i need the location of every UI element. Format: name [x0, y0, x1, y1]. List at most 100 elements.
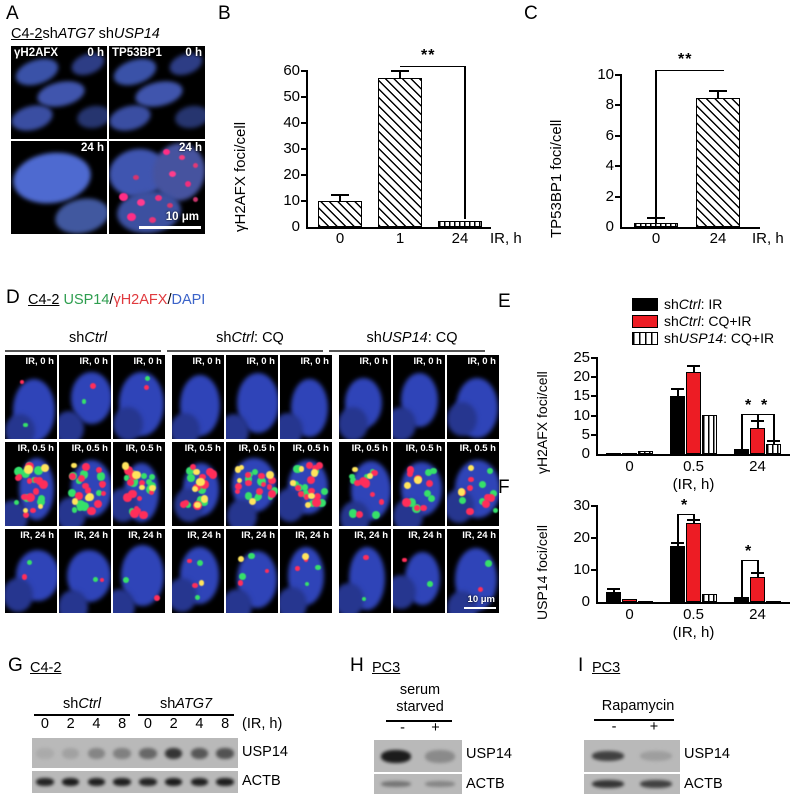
- panel-g-blot-label-usp14: USP14: [242, 744, 288, 760]
- panel-h-blot-label-actb: ACTB: [466, 776, 505, 792]
- panel-c-letter: C: [524, 3, 538, 24]
- panel-h-blot-actb: [374, 774, 462, 794]
- bar-e-0-0: [606, 453, 621, 455]
- panel-d-image-r1-c8: IR, 0.5 h: [447, 442, 499, 526]
- panel-b-letter: B: [218, 3, 231, 24]
- panel-d-row-label: IR, 0.5 h: [238, 443, 275, 454]
- panel-d-row-label: IR, 24 h: [408, 530, 442, 541]
- y-tick: 2: [605, 188, 614, 205]
- panel-d-letter: D: [6, 287, 20, 308]
- bar-f-1-0: [670, 546, 685, 602]
- bar-b-2: [438, 221, 482, 227]
- bar-b-1: [378, 78, 422, 227]
- panel-d-row-label: IR, 0 h: [467, 356, 496, 367]
- bar-c-1: [696, 98, 740, 227]
- legend-label: shUSP14: CQ+IR: [664, 330, 775, 346]
- x-tick: 0: [335, 230, 345, 247]
- y-tick: 10: [573, 407, 590, 424]
- panel-d-row-label: IR, 24 h: [128, 530, 162, 541]
- bar-e-2-1: [750, 428, 765, 454]
- panel-i-blot-actb: [584, 774, 680, 794]
- panel-d-row-label: IR, 24 h: [187, 530, 221, 541]
- y-tick: 6: [605, 127, 614, 144]
- panel-g-blot-label-actb: ACTB: [242, 773, 281, 789]
- panel-h-blot-label-usp14: USP14: [466, 746, 512, 762]
- bar-f-2-1: [750, 577, 765, 602]
- panel-g-group-label-1: shATG7: [159, 696, 213, 712]
- panel-f-letter: F: [498, 477, 510, 498]
- panel-f-chart: USP14 foci/cell 30 20 10 0 * * 0 0.5 24 …: [498, 497, 800, 641]
- panel-d-image-r1-c3: IR, 0.5 h: [172, 442, 224, 526]
- x-axis: [596, 454, 790, 456]
- blot-band: [61, 778, 80, 786]
- panel-d-row-label: IR, 24 h: [354, 530, 388, 541]
- y-tick: 60: [283, 62, 300, 79]
- blot-band: [639, 780, 673, 788]
- panel-d-row-label: IR, 0 h: [25, 356, 54, 367]
- panel-d-row-label: IR, 24 h: [241, 530, 275, 541]
- panel-e-legend: shCtrl: IR shCtrl: CQ+IR shUSP14: CQ+IR: [632, 296, 774, 347]
- panel-f-significance-0: *: [681, 497, 689, 514]
- panel-d-image-r2-c2: IR, 24 h: [113, 529, 165, 613]
- panel-d-row-label: IR, 0.5 h: [17, 443, 54, 454]
- y-tick: 30: [283, 140, 300, 157]
- y-tick: 4: [605, 157, 614, 174]
- legend-label: shCtrl: CQ+IR: [664, 313, 752, 329]
- legend-swatch-black: [632, 297, 658, 311]
- blot-band: [61, 747, 80, 759]
- bar-b-0: [318, 201, 362, 227]
- panel-g-letter: G: [8, 655, 23, 676]
- panel-d-group-label-0: shCtrl: [69, 330, 107, 346]
- x-axis: [306, 227, 491, 229]
- panel-d-image-r1-c6: IR, 0.5 h: [339, 442, 391, 526]
- panel-d-row-label: IR, 0.5 h: [184, 443, 221, 454]
- panel-i-condition: Rapamycin: [601, 698, 675, 714]
- x-tick: 24: [749, 458, 766, 475]
- panel-b-chart: γH2AFX foci/cell 60 50 40 30 20 10 0 0 1…: [218, 47, 522, 260]
- y-axis: [596, 505, 598, 602]
- lane-label: 8: [221, 716, 230, 732]
- x-tick: 0.5: [683, 458, 704, 475]
- panel-d-row-label: IR, 24 h: [20, 530, 54, 541]
- y-tick: 0: [605, 218, 614, 235]
- panel-d-row-label: IR, 24 h: [295, 530, 329, 541]
- panel-g-cellline: C4-2: [30, 660, 62, 676]
- blot-band: [164, 778, 183, 786]
- lane-label: 2: [66, 716, 75, 732]
- panel-a-image-2: 24 h: [11, 141, 107, 234]
- y-tick: 10: [573, 561, 590, 578]
- bar-f-1-1: [686, 523, 701, 602]
- panel-h-blot-usp14: [374, 740, 462, 772]
- panel-a-image-1: TP53BP1 0 h: [109, 46, 205, 139]
- image-time-label: 24 h: [178, 142, 202, 154]
- panel-e-significance-0: *: [745, 397, 753, 414]
- panel-c-xlabel: IR, h: [752, 230, 784, 247]
- panel-d-image-r0-c3: IR, 0 h: [172, 355, 224, 439]
- panel-b-ylabel: γH2AFX foci/cell: [232, 121, 249, 232]
- panel-d-row-label: IR, 0 h: [300, 356, 329, 367]
- bar-e-0-2: [638, 451, 653, 454]
- panel-d-row-label: IR, 0 h: [79, 356, 108, 367]
- panel-a-image-3: 24 h 10 μm: [109, 141, 205, 234]
- panel-d-image-r0-c4: IR, 0 h: [226, 355, 278, 439]
- panel-d-image-r2-c7: IR, 24 h: [393, 529, 445, 613]
- blot-band: [87, 747, 106, 759]
- blot-band: [381, 749, 411, 763]
- panel-d-image-r0-c7: IR, 0 h: [393, 355, 445, 439]
- legend-swatch-hatched: [632, 331, 658, 345]
- panel-i-blot-label-actb: ACTB: [684, 776, 723, 792]
- blot-band: [190, 778, 209, 786]
- y-tick: 0: [581, 593, 590, 610]
- x-axis: [596, 602, 790, 604]
- y-tick: 5: [581, 426, 590, 443]
- panel-a-letter: A: [6, 3, 19, 24]
- bar-f-2-2: [766, 601, 781, 603]
- panel-d-grid: IR, 0 h IR, 0 h IR, 0 h IR, 0 h IR, 0 h IR, 0…: [5, 355, 499, 615]
- panel-d-group-label-1: shCtrl: CQ: [216, 330, 284, 346]
- panel-i-blot-label-usp14: USP14: [684, 746, 730, 762]
- panel-d-row-label: IR, 24 h: [462, 530, 496, 541]
- panel-d-image-r1-c4: IR, 0.5 h: [226, 442, 278, 526]
- panel-e-xlabel: (IR, h): [672, 476, 715, 493]
- x-tick: 24: [709, 230, 727, 247]
- lane-label: 4: [195, 716, 204, 732]
